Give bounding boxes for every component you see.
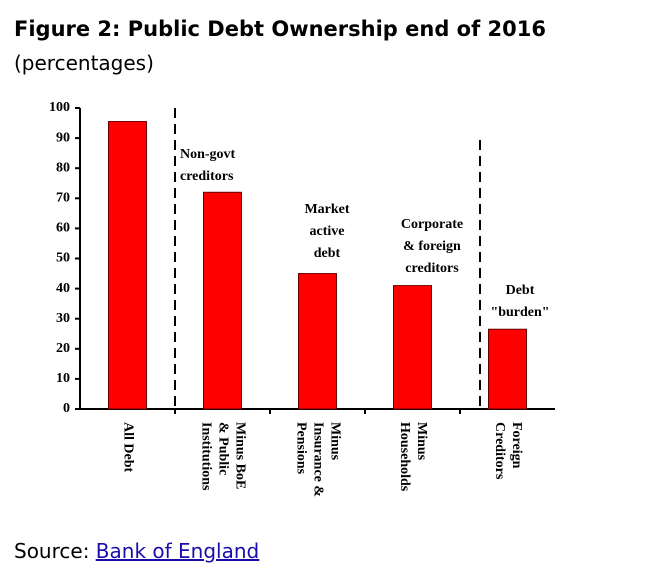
x-tick-label: ForeignCreditors <box>492 422 524 480</box>
annotation: Corporate & foreign creditors <box>401 217 463 276</box>
annotation: Market active debt <box>304 202 349 261</box>
bar <box>203 191 242 410</box>
y-tick-label: 10 <box>56 371 70 386</box>
x-tick-label: MinusInsurance &Pensions <box>293 422 342 497</box>
annotation: Debt "burden" <box>490 283 549 320</box>
annotation: Non-govt creditors <box>180 147 236 184</box>
y-tick-label: 60 <box>56 221 70 236</box>
y-tick-label: 70 <box>56 191 70 206</box>
bar <box>108 121 147 410</box>
x-tick-label: MinusHouseholds <box>397 422 429 492</box>
source-label: Source: <box>14 539 89 563</box>
source: Source: Bank of England <box>14 539 259 563</box>
y-tick-label: 80 <box>56 160 70 175</box>
bar <box>298 273 337 410</box>
bar <box>488 328 527 410</box>
chart-subtitle: (percentages) <box>14 51 154 75</box>
y-tick-label: 40 <box>56 281 70 296</box>
y-tick-label: 90 <box>56 130 70 145</box>
y-tick-label: 50 <box>56 251 70 266</box>
y-tick-label: 20 <box>56 341 70 356</box>
x-tick-label: Minus BoE& PublicInstitutions <box>198 422 247 491</box>
y-tick-label: 100 <box>49 100 70 115</box>
x-tick-label: All Debt <box>120 422 135 473</box>
y-tick-label: 0 <box>63 401 70 416</box>
bar <box>393 285 432 410</box>
source-link-text[interactable]: Bank of England <box>96 539 259 563</box>
source-link[interactable]: Bank of England <box>96 539 259 563</box>
y-tick-label: 30 <box>56 311 70 326</box>
chart-title: Figure 2: Public Debt Ownership end of 2… <box>14 17 546 41</box>
